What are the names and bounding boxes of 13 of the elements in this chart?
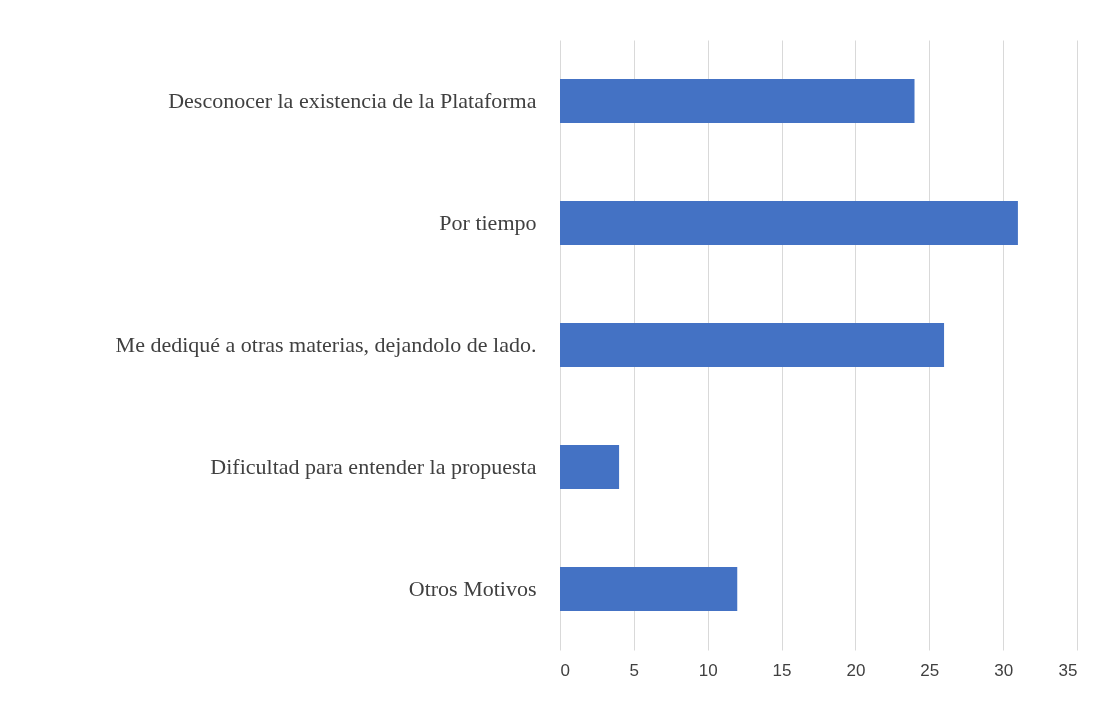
x-tick-label: 0: [560, 660, 570, 680]
x-tick-label: 20: [846, 660, 866, 680]
x-tick-label: 30: [994, 660, 1014, 680]
x-tick-label: 10: [698, 660, 718, 680]
x-tick-label: 15: [772, 660, 792, 680]
y-tick-label: Dificultad para entender la propuesta: [210, 454, 537, 479]
y-tick-label: Me dediqué a otras materias, dejandolo de lado.: [115, 332, 537, 357]
x-tick-label: 5: [629, 660, 640, 680]
x-tick-label: 35: [1058, 660, 1078, 680]
x-tick-label: 25: [920, 660, 940, 680]
y-tick-label: Otros Motivos: [408, 576, 537, 601]
y-tick-label: Desconocer la existencia de la Plataforma: [168, 88, 537, 113]
y-tick-label: Por tiempo: [439, 210, 537, 235]
